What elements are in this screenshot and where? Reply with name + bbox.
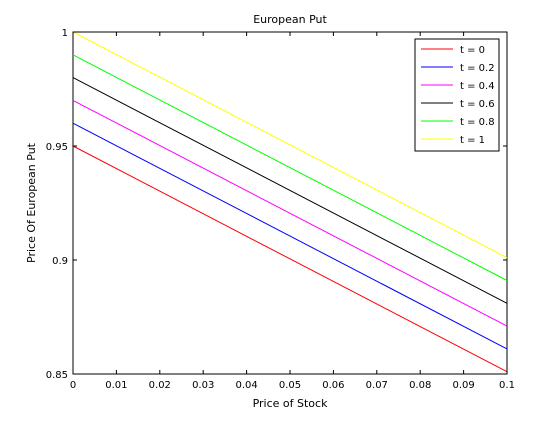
x-axis-label: Price of Stock: [253, 397, 329, 410]
x-tick-label: 0.04: [235, 380, 257, 391]
series-line-0: [72, 145, 508, 373]
series-line-2: [72, 99, 508, 327]
x-tick-label: 0.01: [105, 380, 127, 391]
y-tick-label: 0.9: [52, 256, 68, 267]
legend-label-4: t = 0.8: [460, 117, 495, 128]
y-tick-label: 1: [62, 28, 68, 39]
legend-label-2: t = 0.4: [460, 81, 495, 92]
y-axis-ticks: 0.85 0.9 0.95 1: [46, 28, 507, 381]
legend: t = 0 t = 0.2 t = 0.4 t = 0.6 t = 0.8 t = 1: [414, 38, 500, 152]
y-axis-label: Price Of European Put: [25, 142, 38, 263]
legend-label-0: t = 0: [460, 45, 485, 56]
legend-label-1: t = 0.2: [460, 63, 495, 74]
x-tick-label: 0.08: [409, 380, 431, 391]
legend-label-5: t = 1: [460, 135, 485, 146]
legend-box: [414, 38, 500, 152]
x-tick-label: 0.1: [499, 380, 515, 391]
y-tick-label: 0.85: [46, 370, 68, 381]
series-line-3: [72, 77, 508, 304]
x-axis-ticks: 0 0.01 0.02 0.03 0.04 0.05 0.06 0.07 0.08 0.09 0.1: [70, 32, 515, 391]
x-tick-label: 0.05: [279, 380, 301, 391]
y-tick-label: 0.95: [46, 142, 68, 153]
x-tick-label: 0.06: [322, 380, 344, 391]
series-line-4: [72, 54, 508, 281]
series-layer: [72, 31, 508, 373]
x-tick-label: 0.07: [366, 380, 388, 391]
series-line-5: [72, 31, 508, 259]
chart-title: European Put: [253, 13, 327, 26]
x-tick-label: 0.03: [192, 380, 214, 391]
series-line-1: [72, 122, 508, 350]
x-tick-label: 0.09: [452, 380, 474, 391]
x-tick-label: 0.02: [149, 380, 171, 391]
x-tick-label: 0: [70, 380, 76, 391]
legend-label-3: t = 0.6: [460, 99, 495, 110]
